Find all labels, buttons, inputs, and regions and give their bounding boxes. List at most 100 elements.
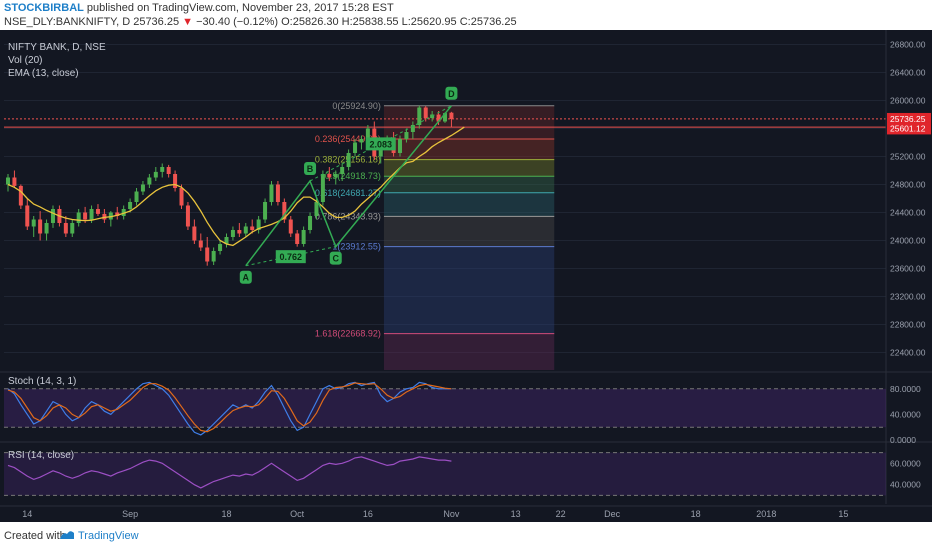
ohlc-values: O:25826.30 H:25838.55 L:25620.95 C:25736…	[281, 16, 517, 28]
time-axis-label: Sep	[122, 509, 138, 519]
pattern-point-badge	[329, 251, 342, 265]
fib-zone	[383, 246, 555, 334]
price-tag	[887, 122, 931, 135]
fib-level-label: 0.236(25449.99)	[315, 134, 381, 144]
time-axis-label: Nov	[443, 509, 460, 519]
fib-level-label: 0.618(24681.27)	[315, 188, 381, 198]
symbol-name: NSE_DLY:BANKNIFTY, D	[4, 16, 131, 28]
candle-body	[25, 205, 30, 227]
candle-body	[160, 167, 165, 172]
volume-legend[interactable]: Vol (20)	[8, 55, 43, 66]
stoch-k-line	[7, 381, 452, 436]
candle-body	[314, 202, 319, 216]
candle-body	[423, 107, 428, 118]
candle-body	[192, 226, 197, 241]
pattern-point-badge	[304, 162, 317, 175]
candle-body	[6, 177, 10, 185]
candle-body	[205, 247, 210, 262]
pattern-point-label: A	[243, 273, 250, 283]
fib-level-label: 0(25924.90)	[332, 101, 381, 111]
fib-level-label: 0.5(24918.73)	[325, 171, 381, 181]
candle-body	[44, 223, 49, 234]
fib-level-label: 1.618(22668.92)	[315, 329, 381, 339]
candle-body	[288, 219, 293, 234]
tradingview-brand[interactable]: TradingView	[78, 530, 139, 542]
rsi-band	[4, 452, 886, 496]
chart-footer: Created with TradingView	[0, 522, 932, 550]
candle-body	[333, 174, 338, 178]
time-axis-label: 13	[511, 509, 521, 519]
pattern-point-label: B	[307, 164, 314, 174]
price-tag	[887, 112, 931, 125]
candle-body	[102, 213, 107, 220]
created-with-text: Created with	[4, 530, 66, 542]
stoch-axis-label: 0.0000	[890, 435, 916, 445]
price-axis-label: 24800.00	[890, 180, 926, 190]
pattern-ratio-badge	[275, 250, 306, 264]
candle-body	[365, 128, 370, 139]
candle-body	[410, 125, 415, 132]
candle-body	[31, 219, 36, 227]
candle-body	[179, 188, 184, 206]
candle-body	[83, 212, 88, 220]
pattern-ratio-label: 2.083	[369, 139, 392, 149]
candle-body	[243, 226, 248, 234]
price-axis-label: 26000.00	[890, 96, 926, 106]
candle-body	[147, 177, 152, 185]
price-axis-label: 23200.00	[890, 292, 926, 302]
candle-body	[295, 233, 300, 244]
time-axis-label: 22	[556, 509, 566, 519]
price-axis-label: 26400.00	[890, 68, 926, 78]
publish-info: published on TradingView.com, November 2…	[86, 2, 394, 14]
candle-body	[417, 107, 422, 125]
ema-line	[7, 126, 465, 247]
tradingview-logo-icon[interactable]	[58, 528, 76, 545]
candle-body	[38, 219, 43, 234]
candle-body	[121, 209, 126, 216]
ema-legend[interactable]: EMA (13, close)	[8, 68, 79, 79]
stoch-legend[interactable]: Stoch (14, 3, 1)	[8, 376, 77, 387]
candle-body	[128, 202, 133, 209]
last-price: 25736.25	[133, 16, 180, 28]
candle-body	[250, 226, 255, 230]
candle-body	[359, 139, 364, 143]
candle-body	[269, 184, 274, 202]
rsi-axis-label: 60.0000	[890, 458, 921, 468]
time-axis-label: 18	[221, 509, 231, 519]
time-axis-label: 14	[22, 509, 32, 519]
price-change: −30.40 (−0.12%)	[196, 16, 279, 28]
candle-body	[50, 209, 55, 223]
chart-header: STOCKBIRBAL published on TradingView.com…	[0, 0, 932, 30]
main-legend-title: NIFTY BANK, D, NSE	[8, 42, 106, 53]
pattern-point-badge	[445, 86, 458, 100]
candle-body	[398, 139, 403, 153]
rsi-legend[interactable]: RSI (14, close)	[8, 450, 75, 461]
candle-body	[115, 212, 120, 216]
rsi-axis-label: 40.0000	[890, 480, 921, 490]
candle-body	[353, 142, 358, 153]
pattern-point-badge	[239, 270, 252, 284]
candle-body	[18, 185, 23, 206]
fib-level-label: 0.786(24343.93)	[315, 211, 381, 221]
candle-body	[230, 230, 235, 237]
author-name[interactable]: STOCKBIRBAL	[4, 2, 84, 14]
candle-body	[224, 237, 229, 244]
candle-body	[153, 171, 158, 178]
time-axis-label: Oct	[290, 509, 305, 519]
candle-body	[436, 114, 441, 122]
chart-area[interactable]: 0(25924.90)0.236(25449.99)0.382(25156.18…	[0, 30, 932, 522]
publish-line: STOCKBIRBAL published on TradingView.com…	[4, 2, 394, 14]
price-axis-label: 24000.00	[890, 236, 926, 246]
price-axis-label: 26800.00	[890, 40, 926, 50]
time-axis-label: 18	[691, 509, 701, 519]
abcd-pattern-line	[245, 105, 452, 267]
price-chart[interactable]: 0(25924.90)0.236(25449.99)0.382(25156.18…	[0, 30, 932, 522]
candle-body	[12, 177, 17, 186]
fib-zone	[383, 216, 555, 247]
rsi-line	[7, 456, 452, 489]
candle-body	[263, 202, 268, 220]
candle-body	[308, 216, 313, 230]
candle-body	[166, 167, 171, 174]
time-axis-label: 2018	[756, 509, 776, 519]
stoch-d-line	[7, 382, 452, 433]
